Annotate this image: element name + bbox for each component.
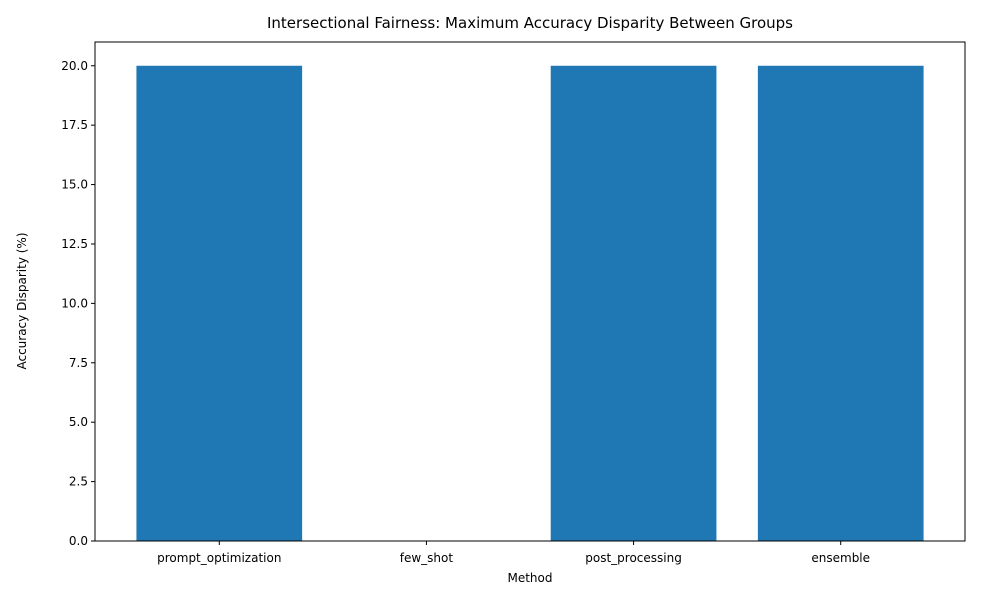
plot-frame — [94, 41, 966, 542]
bar-prompt_optimization — [136, 65, 303, 541]
y-tick-label: 20.0 — [61, 59, 88, 73]
y-tick-label: 10.0 — [61, 296, 88, 310]
y-tick-label: 5.0 — [69, 415, 88, 429]
x-tick-label: few_shot — [400, 551, 454, 565]
y-tick-label: 7.5 — [69, 356, 88, 370]
bar-post_processing — [550, 65, 717, 541]
bars-group — [136, 65, 924, 541]
y-tick-label: 0.0 — [69, 534, 88, 548]
x-tick-label: prompt_optimization — [157, 551, 281, 565]
x-axis-label: Method — [507, 571, 552, 585]
y-tick-label: 12.5 — [61, 237, 88, 251]
x-axis: prompt_optimization few_shot post_processi… — [157, 541, 870, 565]
chart-title: Intersectional Fairness: Maximum Accurac… — [267, 14, 793, 32]
y-axis: 0.0 2.5 5.0 7.5 10.0 12.5 15.0 17.5 20.0 — [61, 59, 95, 548]
y-axis-label: Accuracy Disparity (%) — [15, 232, 29, 369]
x-tick-label: post_processing — [585, 551, 682, 565]
y-tick-label: 17.5 — [61, 118, 88, 132]
y-tick-label: 2.5 — [69, 475, 88, 489]
x-tick-label: ensemble — [811, 551, 870, 565]
bar-ensemble — [757, 65, 924, 541]
y-tick-label: 15.0 — [61, 178, 88, 192]
